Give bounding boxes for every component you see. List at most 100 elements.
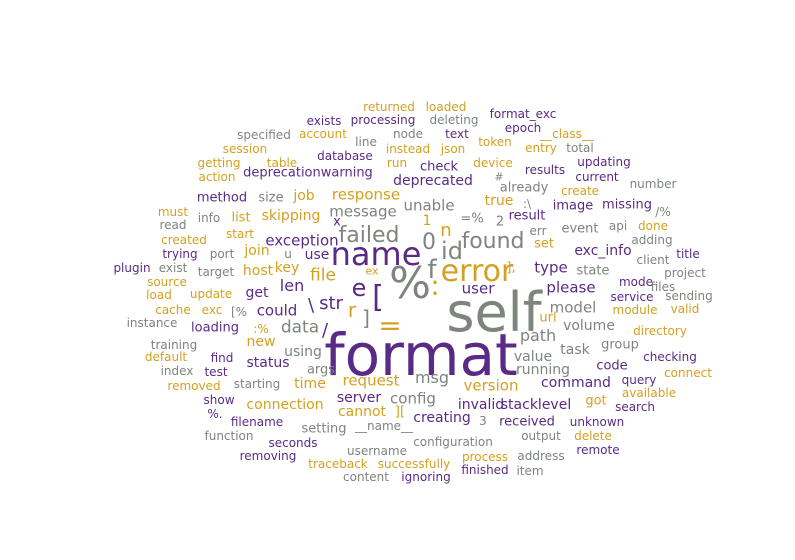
word-source: source <box>147 275 187 289</box>
word-default: default <box>144 350 188 364</box>
word-symbol: :\ <box>522 197 532 211</box>
word-received: received <box>499 414 555 430</box>
word-key: key <box>274 260 300 276</box>
word-volume: volume <box>563 318 615 334</box>
word-cache: cache <box>155 303 191 317</box>
word-command: command <box>541 375 611 391</box>
word-response: response <box>331 185 401 204</box>
word-deleting: deleting <box>429 113 479 127</box>
word-epoch: epoch <box>504 121 542 135</box>
word-file: file <box>310 265 336 286</box>
word-training: training <box>150 338 198 352</box>
word-skipping: skipping <box>261 208 321 224</box>
word-unknown: unknown <box>569 415 625 429</box>
word-2: 2 <box>495 214 505 230</box>
word-target: target <box>197 265 235 279</box>
word-found: found <box>461 229 525 254</box>
word-available: available <box>621 386 677 400</box>
word-updating: updating <box>577 155 631 169</box>
word-symbol: # <box>494 170 504 184</box>
word-index: index <box>160 364 194 378</box>
word-please: please <box>546 278 596 297</box>
word-search: search <box>615 400 655 414</box>
word-exist: exist <box>158 261 188 275</box>
word-finished: finished <box>461 463 509 477</box>
word-list: list <box>231 210 251 226</box>
word-error: error <box>440 254 514 289</box>
word-task: task <box>560 342 590 358</box>
word-data: data <box>280 317 320 338</box>
word-update: update <box>189 287 233 301</box>
word-url: url <box>539 310 557 326</box>
word-get: get <box>245 285 269 301</box>
word-symbol: \ <box>307 295 315 316</box>
word-check: check <box>419 159 459 175</box>
word-join: join <box>244 243 270 259</box>
word-current: current <box>575 170 619 184</box>
word-using: using <box>284 344 322 360</box>
word-symbol: :% <box>253 322 269 336</box>
word-creating: creating <box>413 410 471 426</box>
word-1: 1 <box>422 213 432 229</box>
word-deprecated: deprecated <box>393 173 473 189</box>
word-configuration: configuration <box>413 435 493 449</box>
word-seconds: seconds <box>268 436 318 450</box>
word-port: port <box>209 247 235 261</box>
word-cannot: cannot <box>337 404 387 420</box>
word-project: project <box>664 266 706 280</box>
word-plugin: plugin <box>113 261 151 275</box>
word-delete: delete <box>574 429 612 443</box>
word-entry: entry <box>525 141 557 155</box>
word-request: request <box>342 371 400 390</box>
word-title: title <box>676 247 700 261</box>
word-class: __class__ <box>540 127 594 141</box>
word-str: str <box>319 293 343 314</box>
word-getting: getting <box>197 156 241 170</box>
word-account: account <box>299 127 347 141</box>
word-unable: unable <box>403 196 455 215</box>
word-symbol: / <box>321 320 329 341</box>
word-exception: exception <box>265 231 339 250</box>
word-job: job <box>293 188 315 204</box>
word-message: message <box>329 202 397 221</box>
word-checking: checking <box>643 350 697 364</box>
word-must: must <box>157 205 189 219</box>
word-host: host <box>242 263 274 279</box>
word-content: content <box>343 470 389 484</box>
word-symbol: /% <box>655 205 671 219</box>
word-node: node <box>393 127 423 141</box>
word-traceback: traceback <box>308 457 368 471</box>
word-query: query <box>621 373 657 387</box>
word-table: table <box>266 156 298 170</box>
word-starting: starting <box>233 377 281 391</box>
word-remote: remote <box>576 443 620 457</box>
word-trying: trying <box>162 247 198 261</box>
word-set: set <box>534 236 554 252</box>
word-missing: missing <box>602 197 652 213</box>
word-module: module <box>612 303 658 317</box>
word-symbol: ][ <box>394 404 406 420</box>
word-deprecationwarning: deprecationwarning <box>243 165 373 181</box>
word-successfully: successfully <box>377 457 451 471</box>
word-symbol: [ <box>372 280 384 315</box>
word-read: read <box>159 218 187 232</box>
word-returned: returned <box>363 100 415 114</box>
word-symbol: ], <box>506 260 516 276</box>
word-ex: ex <box>365 264 379 278</box>
word-setting: setting <box>301 421 347 437</box>
word-address: address <box>517 449 565 463</box>
word-0: 0 <box>422 230 436 255</box>
word-removed: removed <box>167 379 221 393</box>
word-connection: connection <box>246 397 324 413</box>
word-r: r <box>347 298 357 322</box>
word-stacklevel: stacklevel <box>500 397 572 413</box>
word-symbol: =% <box>460 211 484 227</box>
word-config: config <box>390 389 436 408</box>
word-format: format <box>324 321 518 389</box>
word-e: e <box>351 274 367 302</box>
word-could: could <box>256 301 298 320</box>
word-processing: processing <box>350 113 416 127</box>
word-results: results <box>524 163 566 177</box>
word-find: find <box>210 351 234 365</box>
